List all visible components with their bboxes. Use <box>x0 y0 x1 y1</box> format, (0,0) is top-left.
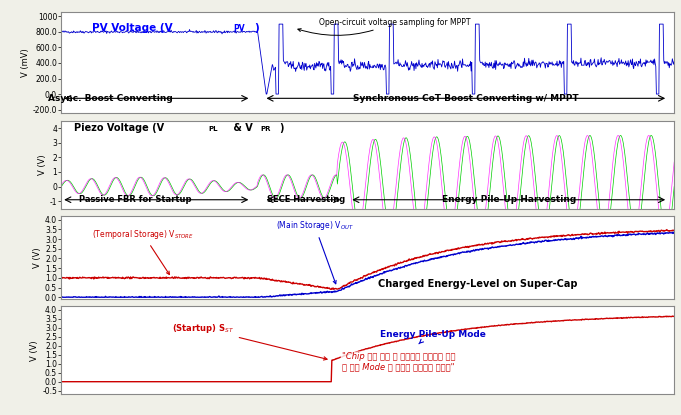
Text: Passive FBR for Startup: Passive FBR for Startup <box>78 195 191 203</box>
Text: PV: PV <box>233 24 244 33</box>
Text: SECE Harvesting: SECE Harvesting <box>268 195 345 203</box>
Text: Energy Pile-Up Mode: Energy Pile-Up Mode <box>380 330 486 344</box>
Text: (Temporal Storage) V$_{STORE}$: (Temporal Storage) V$_{STORE}$ <box>92 227 194 274</box>
Y-axis label: V (V): V (V) <box>38 154 47 175</box>
Y-axis label: V (V): V (V) <box>33 247 42 268</box>
Text: Open-circuit voltage sampling for MPPT: Open-circuit voltage sampling for MPPT <box>298 17 470 35</box>
Text: ): ) <box>279 123 283 133</box>
Text: Synchronous CoT Boost Converting w/ MPPT: Synchronous CoT Boost Converting w/ MPPT <box>353 94 579 103</box>
Text: PR: PR <box>260 126 271 132</box>
Text: Piezo Voltage (V: Piezo Voltage (V <box>74 123 163 133</box>
Text: Charged Energy-Level on Super-Cap: Charged Energy-Level on Super-Cap <box>379 279 577 289</box>
Y-axis label: V (V): V (V) <box>31 340 39 361</box>
Text: (Main Storage) V$_{OUT}$: (Main Storage) V$_{OUT}$ <box>276 219 353 284</box>
Text: PL: PL <box>208 126 218 132</box>
Y-axis label: V (mV): V (mV) <box>21 49 30 77</box>
Text: ): ) <box>255 23 259 33</box>
Text: Energy Pile-Up Harvesting: Energy Pile-Up Harvesting <box>441 195 576 203</box>
Text: Async. Boost Converting: Async. Boost Converting <box>48 94 173 103</box>
Text: (Startup) S$_{ST}$: (Startup) S$_{ST}$ <box>172 322 327 360</box>
Text: "Chip 내부 센서 및 신호패턴 인식제어 회로
에 의해 Mode 별 동작이 자동으로 제어됨": "Chip 내부 센서 및 신호패턴 인식제어 회로 에 의해 Mode 별 동… <box>342 352 455 372</box>
Text: PV Voltage (V: PV Voltage (V <box>92 23 172 33</box>
Text: & V: & V <box>229 123 253 133</box>
